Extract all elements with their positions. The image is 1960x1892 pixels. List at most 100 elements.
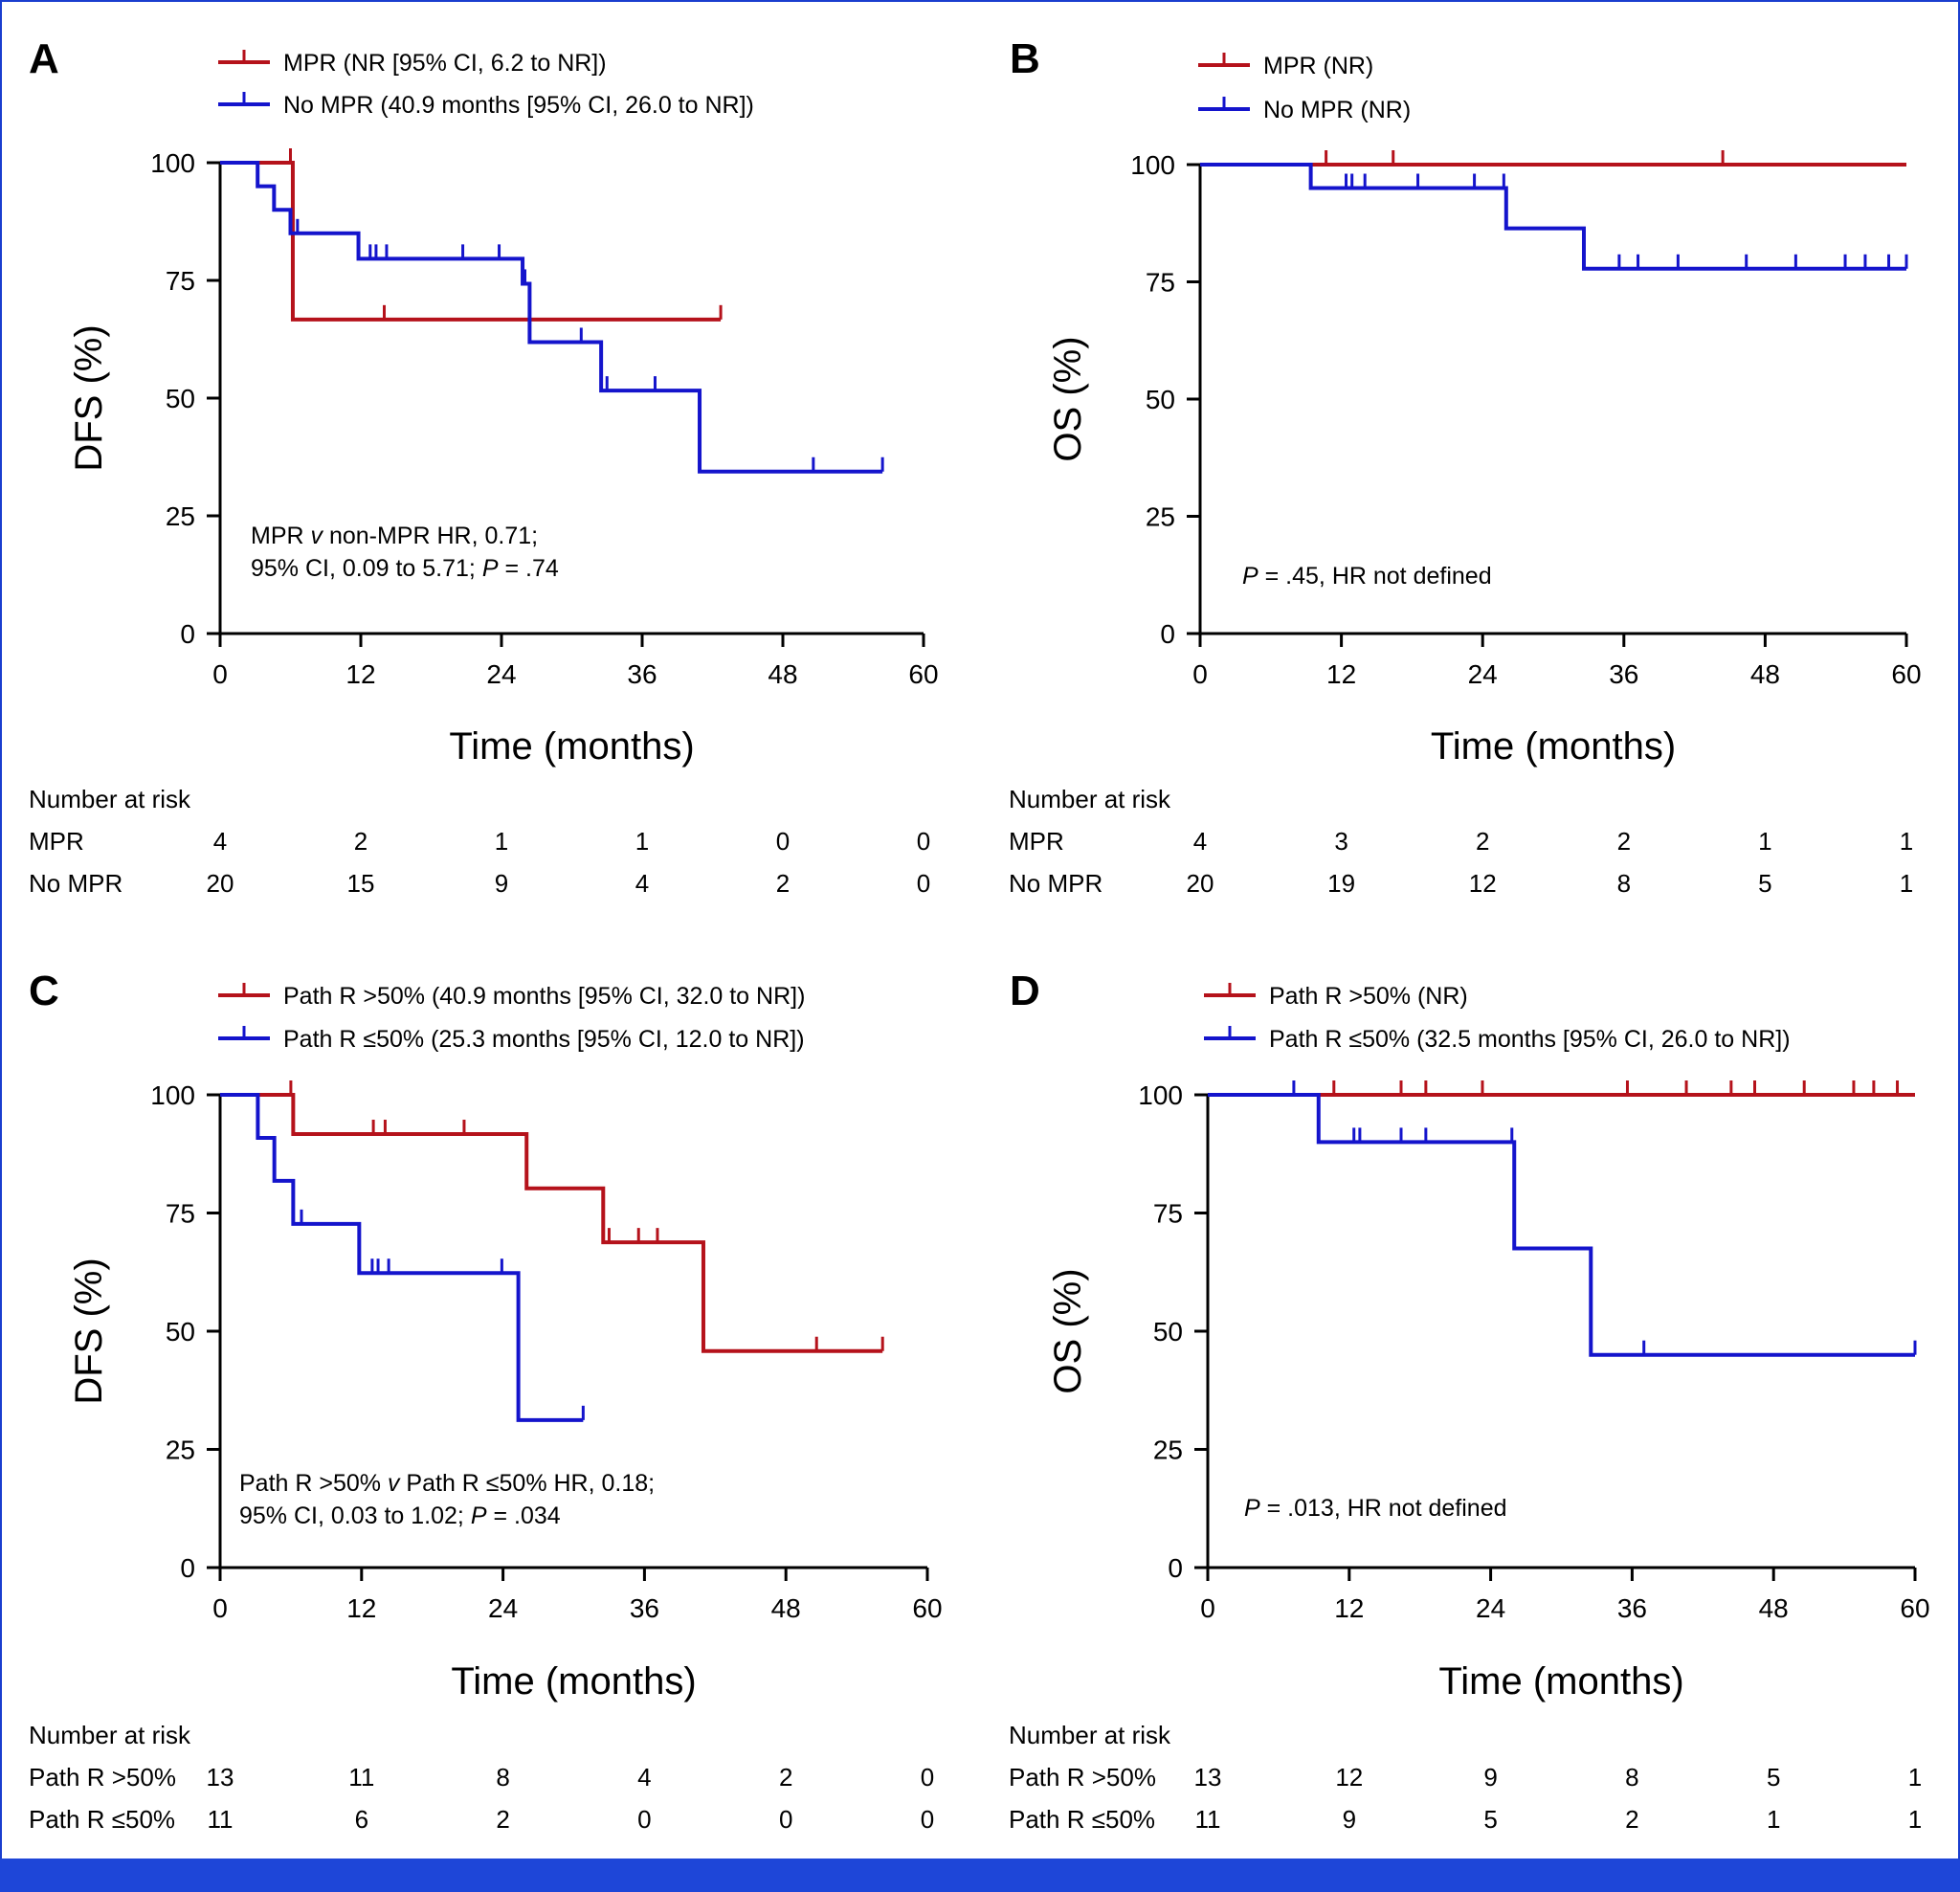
x-tick-label: 24	[1468, 659, 1498, 689]
x-tick-label: 48	[1750, 659, 1780, 689]
risk-value: 0	[917, 827, 930, 856]
x-axis-title: Time (months)	[1438, 1660, 1683, 1703]
risk-value: 4	[637, 1763, 651, 1792]
y-tick-label: 50	[166, 1317, 195, 1347]
legend-label: No MPR (NR)	[1263, 97, 1411, 123]
x-tick-label: 48	[771, 1593, 801, 1623]
risk-value: 6	[355, 1805, 368, 1834]
y-tick-label: 100	[1130, 150, 1175, 180]
risk-value: 11	[208, 1805, 234, 1834]
x-axis-title: Time (months)	[1431, 725, 1676, 768]
risk-table-title: Number at risk	[1009, 785, 1171, 813]
risk-value: 12	[1469, 869, 1497, 898]
risk-value: 2	[776, 869, 790, 898]
annotation-span: P	[471, 1502, 487, 1529]
annotation-span: = .034	[487, 1502, 561, 1529]
risk-value: 2	[354, 827, 368, 856]
annotation-span: P	[482, 555, 499, 582]
risk-row-label: Path R >50%	[29, 1763, 176, 1792]
legend-label: Path R ≤50% (32.5 months [95% CI, 26.0 t…	[1269, 1026, 1791, 1053]
x-tick-label: 0	[212, 659, 228, 689]
risk-value: 3	[1334, 827, 1348, 856]
stats-annotation: 95% CI, 0.03 to 1.02; P = .034	[239, 1502, 561, 1529]
risk-value: 2	[496, 1805, 509, 1834]
risk-value: 12	[1335, 1763, 1363, 1792]
annotation-span: 95% CI, 0.03 to 1.02;	[239, 1502, 471, 1529]
x-tick-label: 36	[627, 659, 657, 689]
x-tick-label: 24	[486, 659, 516, 689]
y-tick-label: 0	[180, 1553, 195, 1583]
legend-label: Path R ≤50% (25.3 months [95% CI, 12.0 t…	[283, 1026, 805, 1053]
legend-label: MPR (NR [95% CI, 6.2 to NR])	[283, 50, 607, 77]
risk-value: 4	[1193, 827, 1207, 856]
risk-table-title: Number at risk	[1009, 1721, 1171, 1749]
x-tick-label: 24	[488, 1593, 518, 1623]
x-tick-label: 0	[1192, 659, 1208, 689]
y-tick-label: 0	[1160, 619, 1175, 649]
risk-value: 5	[1758, 869, 1771, 898]
y-tick-label: 75	[166, 1199, 195, 1229]
risk-value: 8	[1617, 869, 1631, 898]
risk-value: 1	[635, 827, 649, 856]
km-curve-red	[220, 1093, 883, 1353]
risk-value: 9	[1483, 1763, 1497, 1792]
risk-value: 20	[207, 869, 234, 898]
legend-label: Path R >50% (NR)	[1269, 983, 1468, 1010]
risk-value: 5	[1767, 1763, 1780, 1792]
km-curve-blue	[220, 1093, 584, 1422]
risk-row-label: No MPR	[29, 869, 122, 898]
x-tick-label: 60	[908, 659, 938, 689]
annotation-span: MPR	[251, 523, 311, 549]
annotation-span: P	[1242, 563, 1258, 590]
y-axis-title: OS (%)	[1047, 336, 1089, 461]
x-axis-title: Time (months)	[449, 725, 694, 768]
risk-value: 2	[1625, 1805, 1638, 1834]
risk-value: 2	[1476, 827, 1489, 856]
risk-value: 9	[495, 869, 508, 898]
y-tick-label: 50	[1146, 385, 1175, 414]
panel-letter: C	[29, 968, 59, 1014]
y-tick-label: 100	[150, 148, 195, 178]
risk-value: 0	[776, 827, 790, 856]
risk-value: 0	[637, 1805, 651, 1834]
panel-d: D Path R >50% (NR) Path R ≤50% (32.5 month…	[1009, 968, 1930, 1834]
risk-value: 13	[1194, 1763, 1222, 1792]
y-tick-label: 0	[180, 619, 195, 649]
y-axis-title: DFS (%)	[68, 1258, 110, 1404]
risk-value: 9	[1343, 1805, 1356, 1834]
risk-value: 0	[779, 1805, 792, 1834]
x-tick-label: 48	[768, 659, 797, 689]
risk-value: 0	[921, 1763, 934, 1792]
x-tick-label: 12	[346, 1593, 376, 1623]
y-tick-label: 75	[166, 266, 195, 296]
stats-annotation: P = .45, HR not defined	[1242, 563, 1492, 590]
risk-row-label: Path R ≤50%	[29, 1805, 175, 1834]
annotation-span: = .74	[499, 555, 559, 582]
stats-annotation: 95% CI, 0.09 to 5.71; P = .74	[251, 555, 559, 582]
risk-value: 1	[495, 827, 508, 856]
y-tick-label: 0	[1168, 1553, 1183, 1583]
risk-value: 1	[1758, 827, 1771, 856]
x-tick-label: 60	[1891, 659, 1921, 689]
risk-value: 11	[1195, 1805, 1221, 1834]
x-tick-label: 0	[1200, 1593, 1215, 1623]
risk-value: 1	[1900, 827, 1913, 856]
bottom-banner	[0, 1859, 1960, 1892]
x-tick-label: 48	[1759, 1593, 1789, 1623]
x-axis-title: Time (months)	[451, 1660, 696, 1703]
risk-value: 11	[348, 1763, 374, 1792]
panel-a: A MPR (NR [95% CI, 6.2 to NR]) No MPR (40.…	[29, 35, 939, 898]
km-curve-blue	[220, 161, 883, 474]
risk-value: 0	[921, 1805, 934, 1834]
y-tick-label: 25	[166, 501, 195, 531]
x-tick-label: 12	[1326, 659, 1356, 689]
km-curve-red	[220, 161, 722, 322]
risk-row-label: MPR	[1009, 827, 1064, 856]
panel-letter: A	[29, 35, 59, 82]
x-tick-label: 36	[1617, 1593, 1647, 1623]
risk-row-label: No MPR	[1009, 869, 1102, 898]
annotation-span: = .45, HR not defined	[1258, 563, 1492, 590]
